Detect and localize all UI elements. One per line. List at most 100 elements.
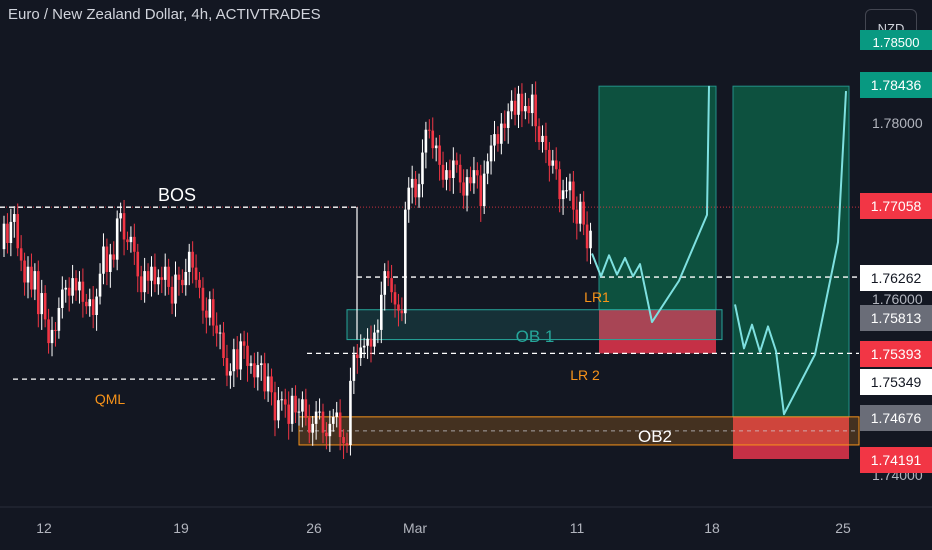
candle-body [174, 274, 177, 304]
ob1-label: OB 1 [516, 327, 555, 346]
candle-body [472, 170, 476, 184]
candle-body [424, 129, 428, 153]
candle-body [561, 190, 565, 200]
candle-body [136, 251, 140, 277]
candle-body [534, 94, 537, 127]
candle-body [181, 279, 184, 286]
trade-zones [298, 85, 860, 459]
candle-body [153, 266, 157, 285]
trade-1-path [591, 85, 710, 324]
candle-body [277, 400, 280, 421]
trade-1-stop-zone [599, 309, 716, 354]
candle-body [157, 277, 160, 285]
candle-body [263, 363, 266, 392]
candle-body [30, 266, 33, 290]
candle-body [476, 170, 479, 176]
candle-body [386, 271, 390, 279]
candle-body [40, 293, 44, 315]
trade-2-target-zone [732, 85, 850, 418]
candle-body [119, 213, 122, 219]
candle-body [465, 177, 469, 196]
candle-body [95, 296, 98, 315]
candle-body [242, 341, 246, 346]
candle-body [572, 181, 575, 210]
candle-body [397, 304, 400, 311]
candle-body [50, 329, 54, 344]
trade-1-target-zone [598, 85, 717, 311]
lr1-label: LR1 [584, 289, 610, 305]
candle-body [215, 325, 218, 334]
candle-body [232, 349, 236, 372]
candle-body [482, 173, 486, 207]
candle-body [349, 380, 352, 445]
candle-body [328, 423, 332, 437]
candle-body [280, 399, 284, 401]
candle-body [404, 209, 407, 314]
candle-body [6, 223, 9, 243]
candle-body [307, 417, 311, 433]
annotations: BOS QML OB 1 OB2 LR1 LR 2 [95, 185, 672, 446]
candle-body [338, 412, 342, 438]
candle-body [163, 266, 167, 280]
candles [2, 81, 592, 459]
candle-body [355, 354, 359, 359]
candle-body [259, 363, 263, 366]
candle-body [205, 310, 208, 318]
candle-body [208, 299, 212, 318]
ob1-zone [346, 309, 723, 341]
candle-body [383, 271, 387, 295]
candle-body [37, 271, 40, 315]
candle-body [331, 416, 335, 424]
candle-body [54, 329, 57, 331]
candle-body [458, 164, 462, 183]
candle-body [314, 411, 318, 424]
candle-body [297, 411, 301, 413]
candle-body [249, 363, 253, 366]
price-label: 1.78500 [860, 30, 932, 50]
candle-body [452, 160, 455, 179]
candle-body [311, 423, 314, 433]
candle-body [445, 170, 448, 180]
candle-body [294, 395, 297, 413]
candle-body [26, 266, 30, 283]
candle-body [585, 224, 589, 249]
candle-body [2, 223, 6, 250]
qml-label: QML [95, 391, 126, 407]
trade-2-stop-zone [733, 416, 849, 459]
candle-body [359, 347, 363, 359]
candle-body [67, 287, 71, 296]
candle-body [146, 271, 150, 281]
candle-body [503, 123, 507, 128]
candle-body [318, 411, 321, 413]
candle-body [335, 412, 339, 417]
candle-body [246, 345, 249, 366]
time-tick-label: Mar [402, 520, 428, 536]
candle-body [266, 376, 270, 392]
candle-body [342, 437, 345, 444]
candle-body [578, 201, 582, 224]
candle-body [455, 160, 459, 165]
candle-body [256, 365, 260, 378]
candle-body [133, 236, 136, 252]
time-tick-label: 26 [306, 520, 322, 536]
candle-body [85, 301, 88, 307]
candle-body [541, 135, 544, 143]
candle-body [589, 230, 592, 249]
candle-body [506, 111, 510, 128]
candle-body [218, 332, 222, 334]
bos-label: BOS [158, 185, 196, 205]
candle-body [167, 266, 170, 287]
candle-body [150, 266, 153, 281]
candle-body [428, 129, 431, 131]
candle-body [194, 267, 198, 280]
candle-body [187, 251, 191, 272]
candle-body [513, 100, 517, 115]
candle-body [345, 443, 349, 445]
projection-paths [591, 85, 847, 416]
candle-body [410, 178, 414, 188]
candle-body [421, 152, 424, 185]
candle-body [112, 254, 116, 260]
candle-body [414, 178, 417, 198]
time-tick-label: 18 [704, 520, 720, 536]
